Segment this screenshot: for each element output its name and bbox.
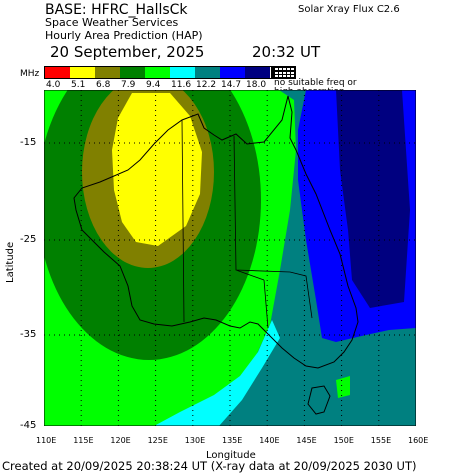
nsf-dot: [287, 75, 290, 77]
legend-swatch: [120, 67, 145, 78]
legend-swatch: [45, 67, 70, 78]
longitude-tick-label: 135E: [222, 436, 243, 445]
nsf-dot: [279, 68, 282, 70]
longitude-tick-label: 145E: [296, 436, 317, 445]
forecast-time: 20:32 UT: [252, 43, 321, 61]
legend-swatch: [95, 67, 120, 78]
forecast-date: 20 September, 2025: [50, 43, 205, 61]
longitude-label: Longitude: [206, 450, 256, 461]
no-suitable-frequency-swatch: [272, 66, 296, 79]
nsf-dot: [291, 71, 294, 74]
latitude-tick-label: -35: [20, 329, 37, 340]
base-title: BASE: HFRC_HallsCk: [45, 2, 188, 18]
region-green-patch: [336, 376, 350, 398]
legend-swatch: [145, 67, 170, 78]
legend-swatch: [220, 67, 245, 78]
legend-label: 6.8: [96, 80, 111, 90]
longitude-tick-label: 130E: [184, 436, 206, 445]
nsf-dot: [287, 68, 290, 70]
frequency-map: [44, 90, 416, 426]
legend-swatch: [195, 67, 220, 78]
state-borders: [181, 119, 313, 329]
legend-label: 5.1: [71, 80, 86, 90]
legend-swatch: [70, 67, 95, 78]
latitude-tick-label: -45: [20, 420, 37, 431]
longitude-tick-label: 160E: [408, 436, 429, 445]
nsf-dot: [275, 71, 278, 74]
latitude-tick-label: -25: [20, 234, 37, 245]
legend-label: 9.4: [146, 80, 161, 90]
tasmania-coastline: [307, 385, 331, 415]
legend-label: 7.9: [121, 80, 136, 90]
latitude-tick-label: -15: [20, 137, 37, 148]
frequency-legend: [44, 66, 272, 79]
solar-xray-flux: Solar Xray Flux C2.6: [298, 4, 400, 15]
nsf-dot: [291, 75, 294, 77]
australia-coastline: [73, 95, 359, 369]
region-yellow: [112, 93, 202, 246]
legend-label: 11.6: [171, 80, 192, 90]
longitude-tick-label: 140E: [259, 436, 280, 445]
region-navy: [336, 90, 410, 308]
longitude-tick-label: 125E: [147, 436, 168, 445]
latitude-label: Latitude: [5, 241, 16, 283]
nsf-dot: [283, 75, 286, 77]
legend-label: 12.2: [196, 80, 217, 90]
header-subtitle: Space Weather Services: [45, 16, 179, 29]
longitude-tick-label: 120E: [110, 436, 131, 445]
legend-unit: MHz: [20, 69, 40, 79]
longitude-tick-label: 110E: [36, 436, 57, 445]
nsf-dot: [275, 75, 278, 77]
footer-timestamp: Created at 20/09/2025 20:38:24 UT (X-ray…: [2, 459, 417, 473]
longitude-tick-label: 115E: [73, 436, 94, 445]
nsf-dot: [291, 68, 294, 70]
nsf-dot: [283, 71, 286, 74]
lat-lon-grid: [44, 90, 416, 426]
nsf-dot: [275, 68, 278, 70]
legend-swatch: [170, 67, 195, 78]
legend-label: 4.0: [46, 80, 61, 90]
nsf-dot: [279, 75, 282, 77]
nsf-dot: [279, 71, 282, 74]
no-suitable-label-1: no suitable freq or: [274, 78, 357, 88]
nsf-dot: [287, 71, 290, 74]
legend-label: 14.7: [221, 80, 242, 90]
legend-swatch: [245, 67, 270, 78]
longitude-tick-label: 155E: [370, 436, 392, 445]
legend-label: 18.0: [246, 80, 267, 90]
nsf-dot: [283, 68, 286, 70]
header-hap: Hourly Area Prediction (HAP): [45, 29, 203, 42]
longitude-tick-label: 150E: [333, 436, 354, 445]
